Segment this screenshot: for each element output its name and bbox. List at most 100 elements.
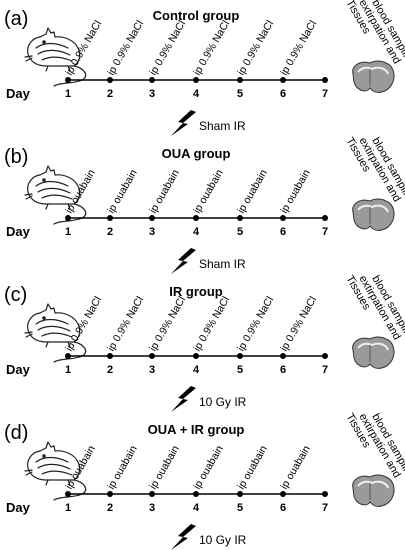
injection-label: ip 0.9% NaCl [147,18,188,77]
irradiation-label: Sham IR [199,119,246,133]
timeline-dot [149,215,155,221]
group-title: IR group [169,284,222,299]
day-number: 6 [280,502,286,514]
day-label: Day [6,224,31,239]
day-number: 6 [280,364,286,376]
timeline-dot [280,215,286,221]
timeline-dot [280,491,286,497]
injection-label: ip 0.9% NaCl [191,294,232,353]
lightning-bolt-icon [171,110,196,136]
day-number: 1 [65,88,71,100]
day-number: 5 [237,226,243,238]
day-number: 3 [149,364,155,376]
heart-organ-icon [352,198,395,231]
day-number: 2 [107,364,113,376]
rat-icon [24,27,87,87]
injection-label: ip ouabain [278,167,313,215]
timeline-dot [322,215,328,221]
injection-label: ip 0.9% NaCl [278,294,319,353]
day-number: 2 [107,502,113,514]
timeline-dot [65,77,71,83]
day-number: 6 [280,88,286,100]
day-number: 3 [149,502,155,514]
panel-label: (c) [4,284,27,306]
panel-label: (a) [4,8,28,30]
timeline-dot [322,77,328,83]
timeline-dot [107,215,113,221]
injection-label: ip ouabain [235,167,270,215]
day-number: 3 [149,226,155,238]
group-title: OUA group [162,146,231,161]
timeline-dot [237,353,243,359]
day-number: 1 [65,226,71,238]
day-number: 1 [65,364,71,376]
injection-label: ip ouabain [105,443,140,491]
timeline-dot [237,77,243,83]
group-title: OUA + IR group [148,422,245,437]
timeline-dot [107,353,113,359]
day-number: 4 [193,226,200,238]
timeline-dot [65,491,71,497]
day-number: 1 [65,502,71,514]
timeline-dot [193,491,199,497]
day-number: 7 [322,364,328,376]
injection-label: ip ouabain [235,443,270,491]
rat-icon [24,303,87,363]
timeline-dot [65,215,71,221]
timeline-dot [65,353,71,359]
day-number: 4 [193,502,200,514]
irradiation-label: Sham IR [199,257,246,271]
timeline-dot [193,215,199,221]
day-number: 5 [237,364,243,376]
injection-label: ip 0.9% NaCl [191,18,232,77]
timeline-dot [107,491,113,497]
panel-label: (b) [4,146,28,168]
injection-label: ip ouabain [278,443,313,491]
injection-label: ip 0.9% NaCl [235,294,276,353]
injection-label: ip 0.9% NaCl [147,294,188,353]
timeline-dot [149,491,155,497]
injection-label: ip 0.9% NaCl [105,294,146,353]
day-number: 2 [107,88,113,100]
irradiation-label: 10 Gy IR [199,533,247,547]
day-number: 7 [322,226,328,238]
timeline-dot [107,77,113,83]
day-number: 7 [322,502,328,514]
injection-label: ip 0.9% NaCl [105,18,146,77]
injection-label: ip ouabain [191,443,226,491]
day-label: Day [6,500,31,515]
timeline-dot [322,491,328,497]
timeline-dot [280,353,286,359]
injection-label: ip ouabain [147,167,182,215]
day-number: 6 [280,226,286,238]
injection-label: ip ouabain [147,443,182,491]
day-label: Day [6,86,31,101]
timeline-dot [149,353,155,359]
group-title: Control group [153,8,240,23]
day-number: 5 [237,502,243,514]
day-number: 2 [107,226,113,238]
injection-label: ip 0.9% NaCl [235,18,276,77]
timeline-dot [237,491,243,497]
heart-organ-icon [352,474,395,507]
lightning-bolt-icon [171,386,196,412]
irradiation-label: 10 Gy IR [199,395,247,409]
timeline-dot [149,77,155,83]
lightning-bolt-icon [171,248,196,274]
timeline-dot [193,77,199,83]
injection-label: ip 0.9% NaCl [278,18,319,77]
day-number: 4 [193,364,200,376]
injection-label: ip ouabain [105,167,140,215]
timeline-dot [280,77,286,83]
heart-organ-icon [352,336,395,369]
day-number: 3 [149,88,155,100]
panel-label: (d) [4,422,28,444]
lightning-bolt-icon [171,524,196,550]
injection-label: ip ouabain [63,443,98,491]
heart-organ-icon [352,60,395,93]
day-number: 7 [322,88,328,100]
